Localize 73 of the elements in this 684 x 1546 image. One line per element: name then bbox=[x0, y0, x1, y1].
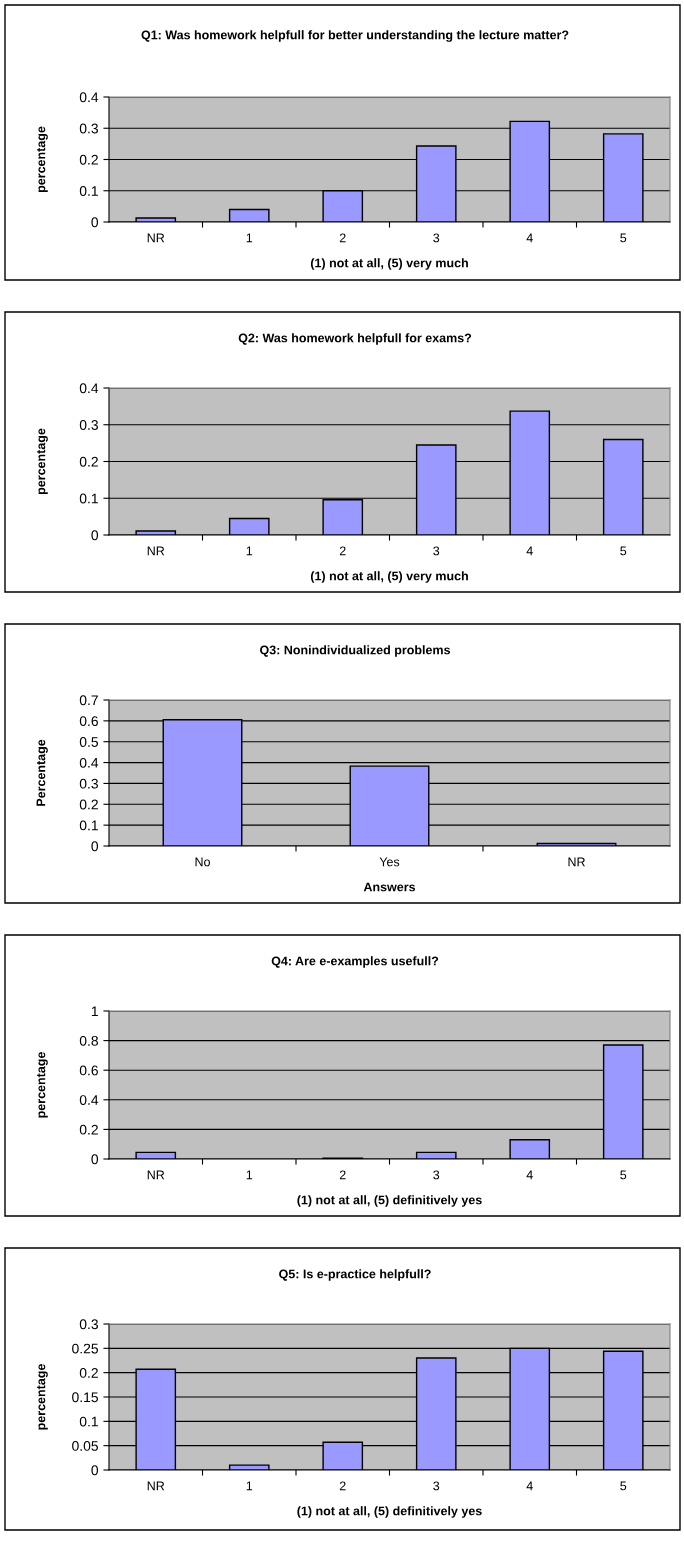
x-axis-title: (1) not at all, (5) very much bbox=[310, 571, 468, 583]
x-tick-label: 2 bbox=[339, 546, 346, 556]
x-tick-label: 5 bbox=[620, 1481, 627, 1491]
x-tick-label: 5 bbox=[620, 233, 627, 243]
y-tick-label: 0.6 bbox=[79, 716, 98, 727]
x-tick-label: 1 bbox=[246, 233, 253, 243]
y-tick-label: 0.4 bbox=[79, 383, 99, 394]
x-tick-label: NR bbox=[147, 1481, 165, 1491]
x-tick-label: 4 bbox=[526, 233, 533, 243]
y-tick-label: 0.8 bbox=[79, 1035, 98, 1046]
x-tick-label: 3 bbox=[433, 1481, 440, 1491]
y-tick-label: 0.4 bbox=[79, 92, 99, 103]
y-axis-title: percentage bbox=[37, 428, 48, 495]
y-tick-label: 0.2 bbox=[79, 1124, 98, 1135]
y-tick-label: 1 bbox=[91, 1006, 98, 1017]
y-tick-label: 0 bbox=[91, 1154, 99, 1165]
chart-title: Q1: Was homework helpfull for better understanding the lecture matter? bbox=[141, 30, 569, 42]
x-tick-label: 2 bbox=[339, 1170, 346, 1180]
x-tick-label: NR bbox=[568, 857, 585, 867]
x-axis-title: (1) not at all, (5) very much bbox=[310, 258, 468, 270]
y-tick-label: 0 bbox=[91, 1465, 99, 1476]
x-tick-label: NR bbox=[147, 233, 165, 243]
x-tick-label: 4 bbox=[526, 1481, 533, 1491]
y-tick-label: 0.15 bbox=[72, 1392, 98, 1403]
x-tick-label: 5 bbox=[620, 1170, 627, 1180]
y-axis-title: Percentage bbox=[36, 739, 48, 806]
x-axis-title: (1) not at all, (5) definitively yes bbox=[297, 1195, 482, 1207]
y-axis-title: percentage bbox=[37, 1052, 48, 1118]
x-tick-label: 2 bbox=[339, 233, 346, 243]
y-tick-label: 0.1 bbox=[79, 820, 98, 831]
y-tick-label: 0.25 bbox=[72, 1343, 98, 1354]
y-tick-label: 0.1 bbox=[79, 186, 98, 196]
x-tick-label: 5 bbox=[620, 546, 627, 556]
y-tick-label: 0.3 bbox=[79, 778, 98, 789]
y-axis-title: percentage bbox=[37, 126, 48, 193]
y-tick-label: 0.2 bbox=[79, 799, 98, 810]
y-tick-label: 0.1 bbox=[79, 493, 98, 504]
y-tick-label: 0.2 bbox=[79, 154, 98, 165]
y-tick-label: 0.5 bbox=[79, 737, 98, 747]
y-tick-label: 0 bbox=[91, 217, 99, 228]
y-tick-label: 0.2 bbox=[79, 456, 98, 467]
x-tick-label: 3 bbox=[433, 1170, 440, 1180]
y-tick-label: 0 bbox=[91, 841, 99, 852]
chart-title: Q3: Nonindividualized problems bbox=[260, 645, 450, 657]
x-axis-title: Answers bbox=[363, 882, 416, 892]
x-axis-title: (1) not at all, (5) definitively yes bbox=[297, 1506, 482, 1518]
y-tick-label: 0 bbox=[91, 530, 99, 541]
x-tick-label: NR bbox=[147, 546, 165, 556]
y-tick-label: 0.2 bbox=[79, 1368, 98, 1378]
y-tick-label: 0.3 bbox=[79, 420, 98, 430]
chart-title: Q5: Is e-practice helpfull? bbox=[279, 1269, 431, 1281]
chart-title: Q2: Was homework helpfull for exams? bbox=[238, 333, 472, 345]
y-tick-label: 0.6 bbox=[79, 1065, 98, 1076]
x-tick-label: NR bbox=[147, 1170, 165, 1180]
x-tick-label: 3 bbox=[433, 546, 440, 556]
x-tick-label: 4 bbox=[526, 546, 533, 556]
y-tick-label: 0.05 bbox=[72, 1441, 98, 1451]
y-tick-label: 0.7 bbox=[79, 695, 98, 706]
y-tick-label: 0.3 bbox=[79, 123, 98, 134]
y-tick-label: 0.1 bbox=[79, 1416, 98, 1427]
x-tick-label: 4 bbox=[526, 1170, 533, 1180]
x-tick-label: 1 bbox=[246, 1170, 253, 1180]
x-tick-label: 2 bbox=[339, 1481, 346, 1491]
x-tick-label: 1 bbox=[246, 1481, 253, 1491]
y-axis-title: percentage bbox=[37, 1364, 48, 1430]
x-tick-label: No bbox=[195, 857, 210, 867]
chart-title: Q4: Are e-examples usefull? bbox=[271, 956, 439, 968]
y-tick-label: 0.4 bbox=[79, 757, 99, 768]
x-tick-label: 1 bbox=[246, 546, 253, 556]
y-tick-label: 0.4 bbox=[79, 1095, 99, 1105]
x-tick-label: Yes bbox=[379, 857, 400, 867]
x-tick-label: 3 bbox=[433, 233, 440, 243]
y-tick-label: 0.3 bbox=[79, 1319, 98, 1330]
